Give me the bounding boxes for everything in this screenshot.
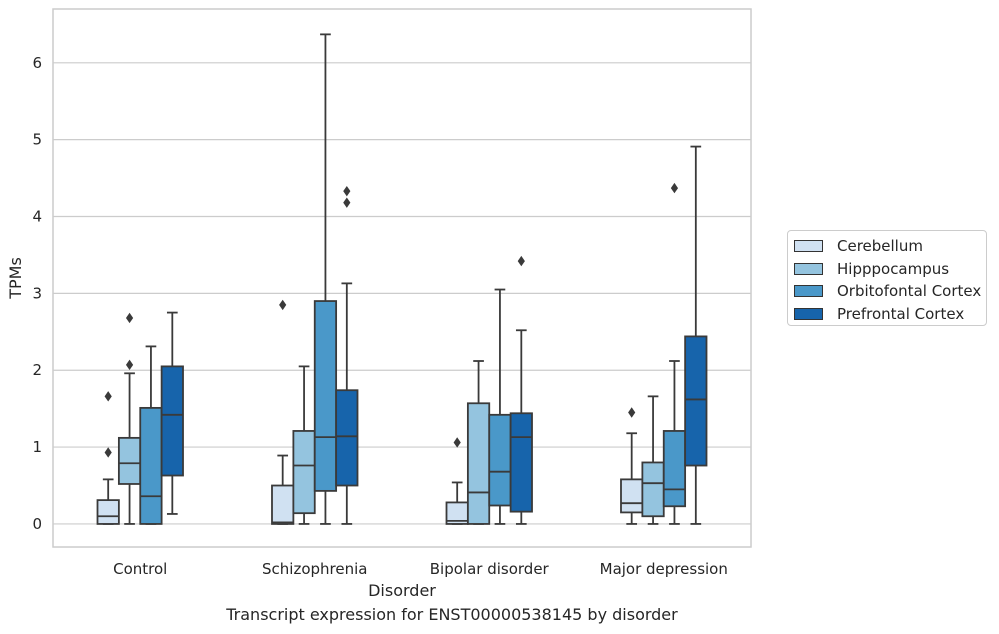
outlier-point xyxy=(670,182,679,194)
legend-label: Cerebellum xyxy=(837,237,923,256)
x-tick-label: Schizophrenia xyxy=(262,560,367,578)
y-tick-label: 1 xyxy=(32,438,42,456)
outlier-point xyxy=(125,312,134,324)
legend-label: Prefrontal Cortex xyxy=(837,304,965,323)
box-group xyxy=(509,255,533,525)
y-tick-label: 6 xyxy=(32,54,42,72)
box xyxy=(662,430,687,508)
legend-label: Orbitofontal Cortex xyxy=(837,282,982,301)
box-group xyxy=(466,360,491,525)
legend-label: Hipppocampus xyxy=(837,259,950,278)
box xyxy=(139,406,163,525)
outlier-point xyxy=(343,197,351,208)
y-tick-label: 0 xyxy=(32,515,42,533)
box-group xyxy=(271,299,295,525)
box-group xyxy=(620,407,644,525)
box xyxy=(160,365,184,477)
box xyxy=(271,484,295,525)
box xyxy=(620,478,644,514)
boxplots xyxy=(96,33,708,525)
outlier-point xyxy=(104,391,112,402)
box xyxy=(466,402,491,525)
box-group xyxy=(488,288,512,525)
y-tick-label: 4 xyxy=(32,208,42,226)
box-group xyxy=(117,312,142,525)
legend-item: Orbitofontal Cortex xyxy=(794,280,986,303)
box-group xyxy=(662,182,687,525)
y-tick-label: 5 xyxy=(32,131,42,149)
box-group xyxy=(96,391,120,525)
box-group xyxy=(684,145,708,525)
box xyxy=(313,300,338,492)
box-group xyxy=(160,311,184,515)
box xyxy=(509,412,533,513)
y-axis-label: TPMs xyxy=(6,257,25,300)
box xyxy=(96,499,120,525)
box xyxy=(335,389,359,487)
box-group xyxy=(139,345,163,525)
outlier-point xyxy=(453,437,461,448)
x-tick-label: Bipolar disorder xyxy=(430,560,550,578)
outlier-point xyxy=(279,299,287,311)
legend-item: Hipppocampus xyxy=(794,258,986,281)
box xyxy=(292,430,316,515)
y-tick-label: 3 xyxy=(32,284,42,302)
box-group xyxy=(335,185,359,525)
chart-caption: Transcript expression for ENST0000053814… xyxy=(226,605,678,624)
x-axis-label: Disorder xyxy=(368,581,436,600)
box xyxy=(117,436,142,485)
box xyxy=(684,335,708,467)
box-group xyxy=(292,365,316,525)
outlier-point xyxy=(125,359,134,371)
legend-swatch xyxy=(794,285,823,298)
x-tick-label: Major depression xyxy=(600,560,728,578)
legend: Cerebellum Hipppocampus Orbitofontal Corte… xyxy=(787,230,987,326)
outlier-point xyxy=(104,447,112,458)
box-group xyxy=(313,33,338,525)
plot-frame xyxy=(52,8,752,548)
outlier-point xyxy=(343,185,351,197)
legend-item: Prefrontal Cortex xyxy=(794,303,986,326)
box-group xyxy=(641,395,665,525)
y-tick-labels: 0 1 2 3 4 5 6 xyxy=(32,54,42,533)
legend-swatch xyxy=(794,262,823,275)
box xyxy=(641,461,665,518)
legend-item: Cerebellum xyxy=(794,235,986,258)
legend-swatch xyxy=(794,307,823,320)
box xyxy=(488,413,512,507)
x-tick-label: Control xyxy=(113,560,167,578)
outlier-point xyxy=(517,255,525,267)
legend-swatch xyxy=(794,240,823,253)
x-tick-labels: Control Schizophrenia Bipolar disorder Majo… xyxy=(113,560,728,578)
y-tick-label: 2 xyxy=(32,361,42,379)
outlier-point xyxy=(628,407,636,418)
box-group xyxy=(445,437,469,525)
